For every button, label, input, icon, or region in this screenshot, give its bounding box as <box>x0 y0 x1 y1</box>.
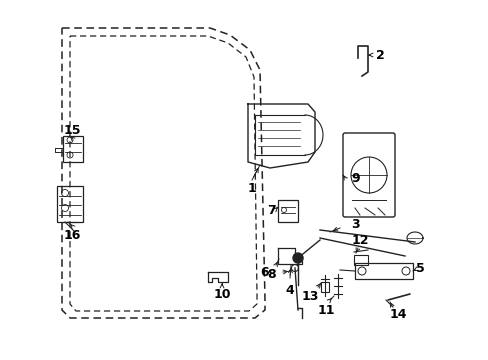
Text: 12: 12 <box>350 234 368 247</box>
Text: 4: 4 <box>285 284 294 297</box>
Text: 8: 8 <box>267 269 276 282</box>
Bar <box>353 255 367 265</box>
Text: 9: 9 <box>351 171 360 185</box>
Text: 10: 10 <box>213 288 230 302</box>
Text: 6: 6 <box>260 266 269 279</box>
Text: 3: 3 <box>351 217 360 230</box>
Text: 13: 13 <box>301 289 318 302</box>
Bar <box>63 136 83 162</box>
Text: 5: 5 <box>415 261 424 274</box>
Bar <box>57 186 83 222</box>
Bar <box>354 263 412 279</box>
Text: 2: 2 <box>375 49 384 62</box>
Text: 11: 11 <box>317 303 334 316</box>
Text: 7: 7 <box>267 203 276 216</box>
Bar <box>320 282 328 292</box>
Text: 16: 16 <box>63 229 81 242</box>
Bar <box>278 200 297 222</box>
Text: 15: 15 <box>63 123 81 136</box>
Circle shape <box>292 253 303 263</box>
Text: 1: 1 <box>247 181 256 194</box>
Text: 14: 14 <box>388 307 406 320</box>
